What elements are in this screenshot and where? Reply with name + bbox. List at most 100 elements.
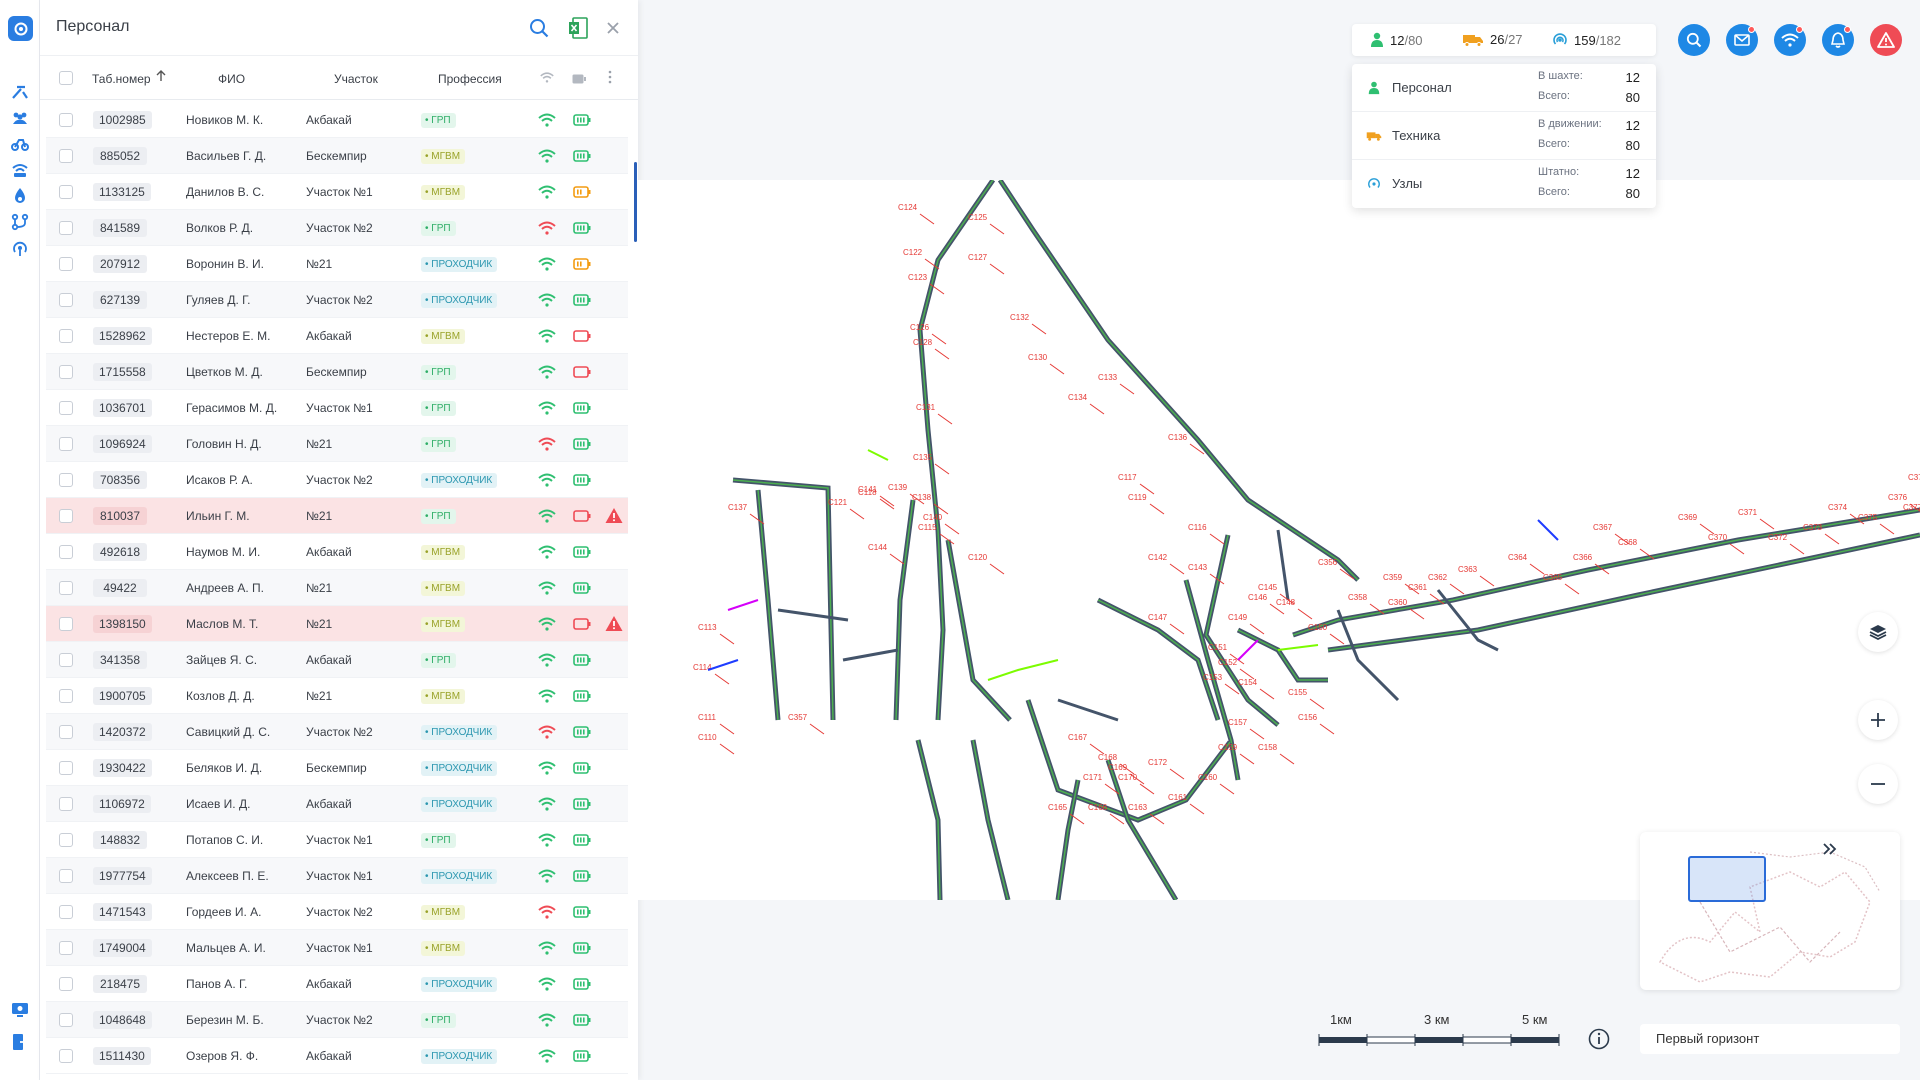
level-selector[interactable]: Первый горизонт: [1640, 1024, 1900, 1054]
map-node-label[interactable]: C119: [1128, 493, 1147, 502]
logout-icon[interactable]: [10, 1032, 30, 1052]
map-node-label[interactable]: C120: [968, 553, 988, 562]
row-checkbox[interactable]: [59, 689, 73, 703]
row-checkbox[interactable]: [59, 401, 73, 415]
map-node-label[interactable]: C365: [1543, 573, 1563, 582]
table-row[interactable]: 1528962 Нестеров Е. М. Акбакай • МГВМ: [46, 318, 628, 354]
signal-icon[interactable]: [10, 238, 30, 258]
row-checkbox[interactable]: [59, 833, 73, 847]
table-row[interactable]: 1106972 Исаев И. Д. Акбакай • ПРОХОДЧИК: [46, 786, 628, 822]
layers-button[interactable]: [1858, 612, 1898, 652]
info-icon[interactable]: [1588, 1028, 1610, 1055]
map-node-label[interactable]: C358: [1348, 593, 1368, 602]
map-node-label[interactable]: C375: [1858, 513, 1878, 522]
table-row[interactable]: 207912 Воронин В. И. №21 • ПРОХОДЧИК: [46, 246, 628, 282]
map-node-label[interactable]: C370: [1708, 533, 1728, 542]
map-node-label[interactable]: C144: [868, 543, 888, 552]
map-node-label[interactable]: C158: [1258, 743, 1278, 752]
map-node-label[interactable]: C172: [1148, 758, 1168, 767]
alarm-warning-icon[interactable]: [605, 615, 623, 632]
map-node-label[interactable]: C110: [698, 733, 717, 742]
personnel-icon[interactable]: [10, 108, 30, 128]
map-node-label[interactable]: C372: [1768, 533, 1788, 542]
map-node-label[interactable]: C126: [910, 323, 930, 332]
map-node-label[interactable]: C155: [1288, 688, 1308, 697]
row-checkbox[interactable]: [59, 905, 73, 919]
table-row[interactable]: 1036701 Герасимов М. Д. Участок №1 • ГРП: [46, 390, 628, 426]
map-node-label[interactable]: C153: [1203, 673, 1223, 682]
map-node-label[interactable]: C366: [1573, 553, 1593, 562]
map-node-label[interactable]: C157: [1228, 718, 1248, 727]
map-node-label[interactable]: C145: [1258, 583, 1278, 592]
network-icon[interactable]: [10, 160, 30, 180]
table-row[interactable]: 492618 Наумов М. И. Акбакай • МГВМ: [46, 534, 628, 570]
map-node-label[interactable]: C359: [1383, 573, 1403, 582]
alarm-warning-icon[interactable]: [605, 507, 623, 524]
map-node-label[interactable]: C118: [858, 488, 877, 497]
map-node-label[interactable]: C139: [888, 483, 908, 492]
row-checkbox[interactable]: [59, 977, 73, 991]
stat-personnel[interactable]: 12/80: [1370, 32, 1423, 48]
table-row[interactable]: 1749004 Мальцев А. И. Участок №1 • МГВМ: [46, 930, 628, 966]
row-checkbox[interactable]: [59, 725, 73, 739]
map-node-label[interactable]: C367: [1593, 523, 1613, 532]
row-checkbox[interactable]: [59, 221, 73, 235]
row-checkbox[interactable]: [59, 365, 73, 379]
map-node-label[interactable]: C116: [1188, 523, 1207, 532]
close-icon[interactable]: [601, 16, 625, 40]
map-node-label[interactable]: C141: [858, 485, 878, 494]
map-node-label[interactable]: C167: [1068, 733, 1088, 742]
map-node-label[interactable]: C364: [1508, 553, 1528, 562]
table-row[interactable]: 810037 Ильин Г. М. №21 • ГРП: [46, 498, 628, 534]
column-site[interactable]: Участок: [334, 72, 378, 86]
table-row[interactable]: 218475 Панов А. Г. Акбакай • ПРОХОДЧИК: [46, 966, 628, 1002]
row-checkbox[interactable]: [59, 653, 73, 667]
minimap-viewport[interactable]: [1688, 856, 1766, 902]
map-node-label[interactable]: C356: [1318, 558, 1338, 567]
map-node-label[interactable]: C147: [1148, 613, 1168, 622]
vehicles-icon[interactable]: [10, 134, 30, 154]
map-node-label[interactable]: C114: [693, 663, 712, 672]
row-checkbox[interactable]: [59, 869, 73, 883]
network-status-button[interactable]: [1774, 24, 1806, 56]
fire-icon[interactable]: [10, 186, 30, 206]
zoom-out-button[interactable]: [1858, 764, 1898, 804]
map-node-label[interactable]: C166: [1088, 803, 1108, 812]
collapse-minimap-icon[interactable]: [1822, 842, 1838, 861]
map-node-label[interactable]: C363: [1458, 565, 1478, 574]
map-node-label[interactable]: C142: [1148, 553, 1168, 562]
global-search-button[interactable]: [1678, 24, 1710, 56]
map-node-label[interactable]: C362: [1428, 573, 1448, 582]
stats-bar[interactable]: 12/80 26/27 159/182: [1352, 24, 1656, 56]
map-node-label[interactable]: C374: [1828, 503, 1848, 512]
more-options-icon[interactable]: [608, 70, 612, 87]
map-node-label[interactable]: C138: [912, 493, 932, 502]
map-node-label[interactable]: C154: [1238, 678, 1258, 687]
monitor-settings-icon[interactable]: [10, 1000, 30, 1020]
row-checkbox[interactable]: [59, 293, 73, 307]
sort-ascending-icon[interactable]: [156, 70, 166, 85]
excel-export-icon[interactable]: [566, 16, 590, 40]
row-checkbox[interactable]: [59, 581, 73, 595]
column-profession[interactable]: Профессия: [438, 72, 502, 86]
table-row[interactable]: 1420372 Савицкий Д. С. Участок №2 • ПРОХОДЧ…: [46, 714, 628, 750]
map-node-label[interactable]: C149: [1228, 613, 1248, 622]
row-checkbox[interactable]: [59, 473, 73, 487]
map-node-label[interactable]: C368: [1618, 538, 1638, 547]
popup-row-personnel[interactable]: Персонал В шахте: 12 Всего: 80: [1352, 64, 1656, 112]
table-row[interactable]: 627139 Гуляев Д. Г. Участок №2 • ПРОХОДЧИК: [46, 282, 628, 318]
map-node-label[interactable]: C135: [913, 453, 933, 462]
row-checkbox[interactable]: [59, 545, 73, 559]
map-node-label[interactable]: C146: [1248, 593, 1268, 602]
row-checkbox[interactable]: [59, 185, 73, 199]
map-node-label[interactable]: C125: [968, 213, 988, 222]
map-node-label[interactable]: C132: [1010, 313, 1030, 322]
table-row[interactable]: 708356 Исаков Р. А. Участок №2 • ПРОХОДЧИК: [46, 462, 628, 498]
map-node-label[interactable]: C115: [918, 523, 937, 532]
row-checkbox[interactable]: [59, 617, 73, 631]
app-logo-icon[interactable]: [8, 16, 33, 41]
table-row[interactable]: 885052 Васильев Г. Д. Бескемпир • МГВМ: [46, 138, 628, 174]
popup-row-nodes[interactable]: Узлы Штатно: 12 Всего: 80: [1352, 160, 1656, 208]
map-node-label[interactable]: C122: [903, 248, 923, 257]
map-node-label[interactable]: C134: [1068, 393, 1088, 402]
